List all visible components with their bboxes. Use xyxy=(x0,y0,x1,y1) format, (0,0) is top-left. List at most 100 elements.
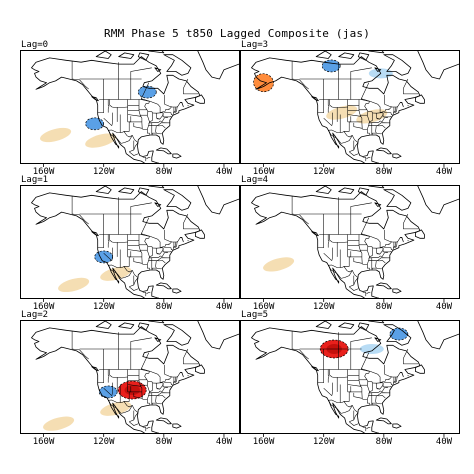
coastline xyxy=(31,326,201,433)
political-border xyxy=(372,112,384,114)
political-border xyxy=(156,117,160,120)
political-border xyxy=(372,247,384,249)
political-border xyxy=(99,98,184,113)
longitude-ticks xyxy=(43,163,225,167)
political-border xyxy=(109,369,128,379)
political-border xyxy=(368,257,391,261)
anomaly-light-warm xyxy=(100,266,132,281)
coastline xyxy=(91,366,99,372)
political-border xyxy=(142,264,150,270)
longitude-label: 80W xyxy=(155,302,172,312)
political-border xyxy=(388,378,390,380)
political-border xyxy=(187,374,189,377)
political-border xyxy=(319,233,404,248)
political-border xyxy=(187,239,189,242)
coastline xyxy=(315,321,332,329)
political-border xyxy=(376,252,380,255)
political-border xyxy=(319,368,404,383)
political-border xyxy=(158,387,169,393)
longitude-ticks xyxy=(263,163,445,167)
political-border xyxy=(72,78,89,90)
coastline-layer xyxy=(31,321,239,433)
longitude-label: 80W xyxy=(375,167,392,177)
coastline xyxy=(375,417,392,425)
political-border xyxy=(146,292,151,295)
political-border xyxy=(146,244,150,265)
political-border xyxy=(148,392,171,396)
political-border xyxy=(149,111,153,123)
political-border xyxy=(393,376,398,383)
coastline xyxy=(118,322,135,329)
coastline xyxy=(357,187,370,196)
political-border xyxy=(107,234,110,248)
coastline xyxy=(118,187,135,194)
political-border xyxy=(129,140,135,153)
political-border xyxy=(384,364,393,378)
borders-layer xyxy=(71,331,199,432)
political-border xyxy=(180,372,184,378)
political-border xyxy=(292,213,309,225)
anomaly-layer xyxy=(58,250,132,293)
political-border xyxy=(152,395,157,405)
political-border xyxy=(158,252,169,258)
coastline xyxy=(311,231,319,237)
political-border xyxy=(328,129,359,143)
longitude-label: 120W xyxy=(312,302,335,312)
political-border xyxy=(180,102,184,108)
political-border xyxy=(394,241,397,247)
political-border xyxy=(376,117,380,120)
anomaly-light-cool xyxy=(359,344,384,354)
political-border xyxy=(156,132,162,135)
political-border xyxy=(133,412,139,421)
political-border xyxy=(111,112,113,126)
coastline xyxy=(338,52,355,59)
political-border xyxy=(168,243,170,245)
political-border xyxy=(99,233,184,248)
map-canvas xyxy=(31,186,239,298)
longitude-label: 40W xyxy=(215,437,233,447)
coastline xyxy=(91,96,99,102)
coastline xyxy=(374,337,382,342)
coastline xyxy=(163,189,192,211)
political-border xyxy=(149,381,153,393)
political-border xyxy=(362,129,370,135)
longitude-label: 160W xyxy=(252,167,275,177)
political-border xyxy=(317,99,324,113)
political-border xyxy=(142,157,147,162)
political-border xyxy=(361,352,370,369)
political-border xyxy=(407,239,409,242)
political-border xyxy=(168,108,170,110)
political-border xyxy=(141,82,150,99)
anomaly-core xyxy=(124,385,140,396)
longitude-label: 80W xyxy=(155,437,172,447)
political-border xyxy=(127,114,141,117)
political-border xyxy=(164,112,173,116)
political-border xyxy=(164,94,173,108)
political-border xyxy=(133,277,139,286)
political-border xyxy=(403,78,419,95)
political-border xyxy=(350,67,372,79)
political-border xyxy=(146,157,151,160)
anomaly-light-warm xyxy=(100,401,132,416)
longitude-label: 40W xyxy=(215,167,233,177)
map-frame xyxy=(20,185,240,299)
political-border xyxy=(376,132,382,135)
political-border xyxy=(107,130,122,144)
political-border xyxy=(162,112,172,118)
coastline xyxy=(374,67,382,72)
political-border xyxy=(149,121,159,124)
political-border xyxy=(120,270,133,279)
coastline xyxy=(315,51,332,59)
coastline xyxy=(154,337,162,342)
political-border xyxy=(103,252,112,261)
political-border xyxy=(350,202,372,214)
coastline xyxy=(155,282,172,290)
map-frame xyxy=(20,320,240,434)
political-border xyxy=(158,117,169,123)
political-border xyxy=(327,400,342,414)
coastline xyxy=(172,423,182,429)
political-border xyxy=(129,275,135,288)
coastline xyxy=(31,56,201,163)
political-border xyxy=(388,108,390,110)
political-border xyxy=(376,387,380,390)
